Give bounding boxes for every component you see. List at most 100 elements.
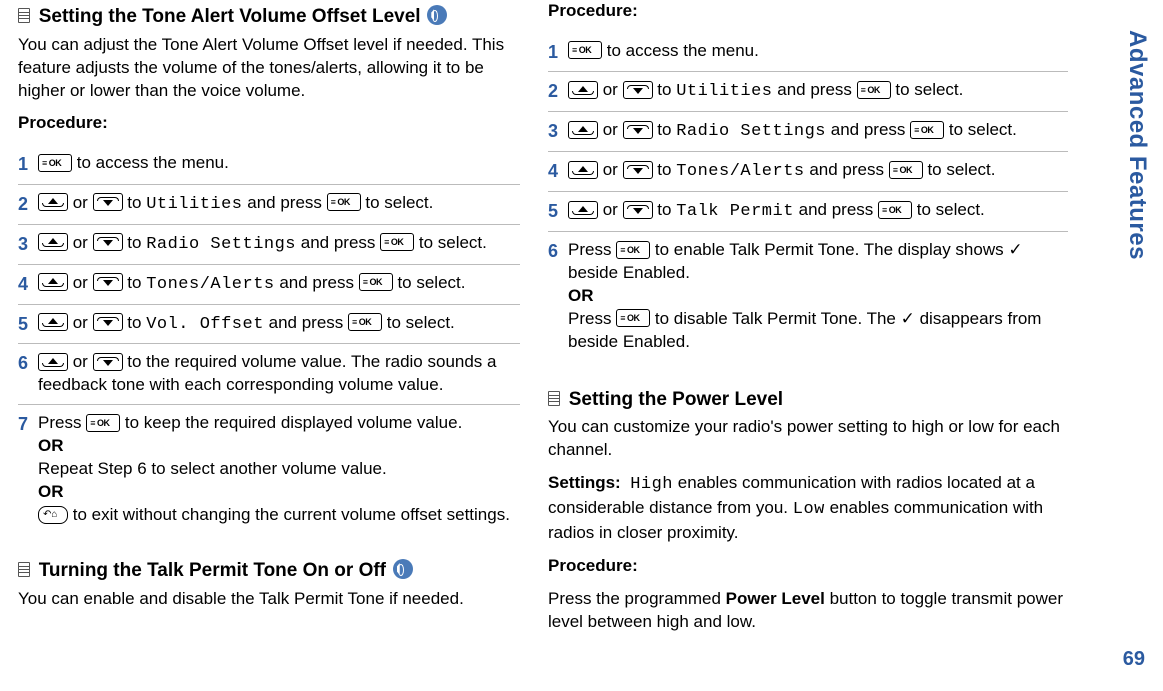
step-text: Press <box>568 240 616 259</box>
menu-path: Utilities <box>146 195 242 214</box>
step-1: 1 to access the menu. <box>18 145 520 184</box>
step-4: 4 or to Tones/Alerts and press to select… <box>18 265 520 305</box>
step-text: to enable Talk Permit Tone. The display … <box>650 240 1008 259</box>
step-text: to keep the required displayed volume va… <box>120 413 462 432</box>
step-number: 2 <box>18 192 38 217</box>
back-key-icon <box>38 506 68 524</box>
step-text: or <box>68 352 93 371</box>
menu-key-icon <box>878 201 912 219</box>
step-text: Press <box>38 413 86 432</box>
step-text: and press <box>826 120 910 139</box>
menu-key-icon <box>568 41 602 59</box>
step-text: or <box>68 233 93 252</box>
step-number: 4 <box>18 272 38 297</box>
power-level-button-name: Power Level <box>726 589 825 608</box>
audio-icon <box>427 5 447 25</box>
up-key-icon <box>38 353 68 371</box>
step-text: and press <box>264 313 348 332</box>
setting-low: Low <box>793 500 825 519</box>
step-text: to <box>123 313 147 332</box>
intro-text: You can adjust the Tone Alert Volume Off… <box>18 34 520 103</box>
intro-text: You can enable and disable the Talk Perm… <box>18 588 520 611</box>
step-text: to <box>653 120 677 139</box>
step-text: and press <box>805 160 889 179</box>
step-text: and press <box>794 200 878 219</box>
step-number: 3 <box>18 232 38 257</box>
step-text: to select. <box>912 200 985 219</box>
doc-icon <box>18 8 30 23</box>
step-2: 2 or to Utilities and press to select. <box>548 72 1068 112</box>
step-text: and press <box>275 273 359 292</box>
menu-key-icon <box>857 81 891 99</box>
check-icon: ✓ <box>1008 240 1022 259</box>
step-text: to select. <box>393 273 466 292</box>
step-text: or <box>598 120 623 139</box>
menu-path: Radio Settings <box>676 122 826 141</box>
step-number: 6 <box>18 351 38 397</box>
menu-path: Talk Permit <box>676 202 794 221</box>
doc-icon <box>548 391 560 406</box>
step-number: 3 <box>548 119 568 144</box>
step-text: to select. <box>382 313 455 332</box>
intro-text: You can customize your radio's power set… <box>548 416 1068 462</box>
section-title-tone-offset: Setting the Tone Alert Volume Offset Lev… <box>39 6 421 27</box>
down-key-icon <box>623 121 653 139</box>
menu-key-icon <box>616 241 650 259</box>
step-text: or <box>598 80 623 99</box>
down-key-icon <box>93 193 123 211</box>
step-text: to exit without changing the current vol… <box>68 505 510 524</box>
step-text: to select. <box>923 160 996 179</box>
step-text: or <box>68 273 93 292</box>
step-number: 2 <box>548 79 568 104</box>
step-text: and press <box>773 80 857 99</box>
menu-key-icon <box>86 414 120 432</box>
audio-icon <box>393 559 413 579</box>
down-key-icon <box>623 201 653 219</box>
right-column: Procedure: 1 to access the menu. 2 or to… <box>548 0 1078 691</box>
menu-key-icon <box>616 309 650 327</box>
step-text: to <box>123 233 147 252</box>
settings-label: Settings: <box>548 473 621 492</box>
procedure-label: Procedure: <box>548 555 1068 578</box>
step-2: 2 or to Utilities and press to select. <box>18 185 520 225</box>
doc-icon <box>18 562 30 577</box>
section-title-power-level: Setting the Power Level <box>569 389 783 410</box>
up-key-icon <box>38 313 68 331</box>
down-key-icon <box>93 233 123 251</box>
step-text: to <box>123 273 147 292</box>
up-key-icon <box>38 273 68 291</box>
side-tab-label: Advanced Features <box>1121 30 1153 260</box>
up-key-icon <box>568 81 598 99</box>
or-label: OR <box>38 436 64 455</box>
section-title-talk-permit: Turning the Talk Permit Tone On or Off <box>39 560 386 581</box>
proc-text: Press the programmed <box>548 589 726 608</box>
step-number: 5 <box>18 312 38 337</box>
menu-key-icon <box>359 273 393 291</box>
step-text: to <box>653 200 677 219</box>
step-text: to access the menu. <box>72 153 229 172</box>
down-key-icon <box>93 313 123 331</box>
step-text: to select. <box>414 233 487 252</box>
up-key-icon <box>38 233 68 251</box>
menu-key-icon <box>910 121 944 139</box>
setting-high: High <box>630 475 673 494</box>
down-key-icon <box>623 161 653 179</box>
menu-path: Tones/Alerts <box>146 275 274 294</box>
procedure-label: Procedure: <box>18 112 520 135</box>
settings-text: Settings: High enables communication wit… <box>548 472 1068 545</box>
menu-key-icon <box>380 233 414 251</box>
procedure-label: Procedure: <box>548 0 1068 23</box>
menu-path: Tones/Alerts <box>676 162 804 181</box>
menu-path: Vol. Offset <box>146 315 264 334</box>
step-text: to select. <box>891 80 964 99</box>
step-7: 7 Press to keep the required displayed v… <box>18 405 520 534</box>
step-text: to disable Talk Permit Tone. The <box>650 309 900 328</box>
check-icon: ✓ <box>901 309 915 328</box>
down-key-icon <box>93 353 123 371</box>
step-6: 6 or to the required volume value. The r… <box>18 344 520 405</box>
menu-key-icon <box>889 161 923 179</box>
step-number: 1 <box>548 40 568 64</box>
step-text: Repeat Step 6 to select another volume v… <box>38 459 387 478</box>
step-text: to access the menu. <box>602 41 759 60</box>
step-number: 5 <box>548 199 568 224</box>
